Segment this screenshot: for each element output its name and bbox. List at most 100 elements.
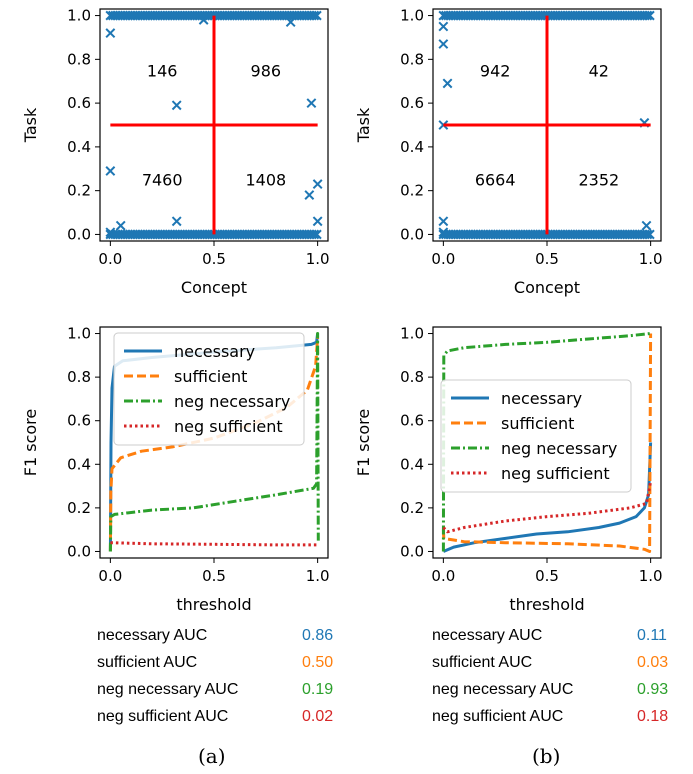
data-point	[306, 98, 317, 109]
y-tick-label: 0.2	[400, 182, 424, 200]
auc-value: 0.19	[302, 681, 334, 698]
data-point	[198, 15, 209, 25]
auc-label: neg sufficient AUC	[432, 708, 564, 725]
legend-label: sufficient	[501, 414, 574, 433]
auc-label: necessary AUC	[432, 627, 543, 644]
auc-value: 0.50	[302, 654, 334, 671]
series-line-neg-sufficient	[110, 541, 318, 547]
x-axis-label: Concept	[514, 278, 580, 297]
y-tick-label: 1.0	[67, 325, 91, 343]
data-point	[438, 227, 449, 238]
auc-row-neg-sufficient: neg sufficient AUC 0.18	[432, 708, 672, 735]
auc-value: 0.03	[637, 654, 669, 671]
data-point	[105, 166, 116, 176]
y-tick-label: 0.8	[67, 368, 91, 386]
auc-label: sufficient AUC	[432, 654, 533, 671]
y-tick-label: 1.0	[400, 7, 424, 25]
data-point	[304, 190, 315, 200]
caption-b: (b)	[532, 744, 561, 768]
x-tick-label: 0.0	[98, 567, 122, 585]
legend-label: neg necessary	[501, 439, 617, 458]
y-tick-label: 0.4	[400, 455, 424, 473]
series-line-sufficient	[441, 333, 653, 553]
y-tick-label: 0.4	[400, 138, 424, 156]
y-axis-label: Task	[354, 107, 373, 143]
auc-row-sufficient: sufficient AUC 0.03	[432, 654, 672, 681]
legend-label: necessary	[174, 342, 255, 361]
legend-label: necessary	[501, 389, 582, 408]
x-tick-label: 0.0	[98, 250, 122, 268]
data-point	[311, 229, 322, 240]
y-axis-label: Task	[21, 107, 40, 143]
data-point	[309, 10, 320, 21]
data-point	[644, 229, 655, 240]
quadrant-count-top-left: 942	[480, 61, 511, 80]
y-tick-label: 1.0	[67, 7, 91, 25]
auc-row-necessary: necessary AUC 0.11	[432, 627, 672, 654]
data-point	[312, 179, 323, 190]
data-point	[642, 10, 653, 21]
data-point	[171, 100, 182, 111]
auc-table-b: necessary AUC 0.11 sufficient AUC 0.03 n…	[432, 627, 672, 735]
data-point	[442, 78, 453, 89]
marker-row	[105, 229, 322, 240]
legend-label: neg sufficient	[501, 464, 610, 483]
data-point	[438, 21, 449, 32]
x-axis-label: threshold	[176, 595, 251, 614]
auc-value: 0.02	[302, 708, 334, 725]
y-tick-label: 0.6	[67, 94, 91, 112]
x-tick-label: 0.5	[535, 567, 559, 585]
x-axis-label: Concept	[181, 278, 247, 297]
auc-label: sufficient AUC	[97, 654, 198, 671]
auc-value: 0.11	[637, 627, 667, 644]
data-point	[438, 39, 449, 49]
data-point	[285, 17, 296, 28]
quadrant-count-bottom-left: 6664	[475, 171, 516, 190]
quadrant-count-bottom-left: 7460	[142, 171, 183, 190]
auc-label: neg sufficient AUC	[97, 708, 229, 725]
series-line-neg-necessary	[108, 332, 320, 552]
x-axis-label: threshold	[509, 595, 584, 614]
series-line-necessary	[442, 442, 653, 553]
data-point	[644, 10, 655, 21]
y-tick-label: 0.6	[400, 412, 424, 430]
auc-value: 0.93	[637, 681, 669, 698]
x-tick-label: 0.5	[202, 567, 226, 585]
legend: necessary sufficient neg necessary neg suff…	[113, 332, 305, 446]
y-tick-label: 0.2	[67, 182, 91, 200]
x-tick-label: 0.0	[431, 250, 455, 268]
auc-label: neg necessary AUC	[432, 681, 574, 698]
legend: necessary sufficient neg necessary neg suff…	[440, 379, 632, 493]
f1-plot-a: 0.0 0.5 1.0 0.0 0.2 0.4 0.6 0.8 1.0 threshold F1 s…	[21, 325, 330, 614]
legend-label: neg sufficient	[174, 417, 283, 436]
x-tick-label: 0.5	[202, 250, 226, 268]
y-tick-label: 0.4	[67, 138, 91, 156]
x-tick-label: 0.0	[431, 567, 455, 585]
auc-value: 0.86	[302, 627, 334, 644]
x-tick-label: 1.0	[639, 250, 663, 268]
y-tick-label: 0.0	[67, 542, 91, 560]
quadrant-count-bottom-right: 2352	[578, 171, 619, 190]
data-point	[311, 10, 322, 21]
auc-value: 0.18	[637, 708, 669, 725]
y-tick-label: 0.6	[400, 94, 424, 112]
data-point	[642, 229, 653, 240]
auc-row-neg-necessary: neg necessary AUC 0.19	[97, 681, 337, 708]
y-tick-label: 0.4	[67, 455, 91, 473]
y-tick-label: 0.0	[400, 225, 424, 243]
legend-frame	[113, 332, 305, 446]
y-tick-label: 0.6	[67, 412, 91, 430]
y-tick-label: 0.2	[67, 499, 91, 517]
y-tick-label: 0.2	[400, 499, 424, 517]
quadrant-count-bottom-right: 1408	[245, 171, 286, 190]
auc-label: neg necessary AUC	[97, 681, 239, 698]
x-tick-label: 1.0	[306, 250, 330, 268]
y-tick-label: 0.8	[400, 50, 424, 68]
data-point	[309, 229, 320, 240]
auc-label: necessary AUC	[97, 627, 208, 644]
marker-row	[438, 10, 655, 21]
data-point	[171, 216, 182, 227]
x-tick-label: 1.0	[306, 567, 330, 585]
legend-frame	[440, 379, 632, 493]
x-tick-label: 0.5	[535, 250, 559, 268]
